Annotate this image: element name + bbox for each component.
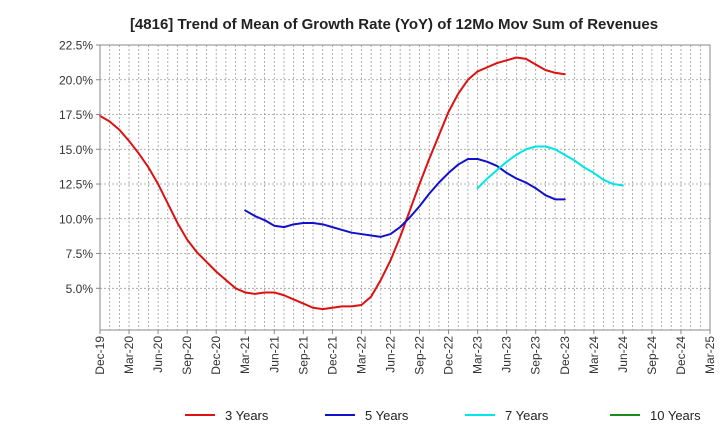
- x-tick-label: Sep-21: [296, 336, 310, 375]
- legend-item-10-years[interactable]: 10 Years: [610, 408, 701, 423]
- chart-title: [4816] Trend of Mean of Growth Rate (YoY…: [130, 16, 658, 33]
- x-tick-label: Mar-24: [587, 336, 601, 374]
- x-tick-label: Dec-23: [558, 336, 572, 375]
- x-tick-label: Mar-20: [122, 336, 136, 374]
- y-tick-label: 12.5%: [59, 178, 93, 192]
- x-tick-label: Jun-21: [267, 336, 281, 373]
- series-line-5-years: [244, 158, 566, 238]
- x-axis: Dec-19 Mar-20 Jun-20 Sep-20 Dec-20 Mar-21 Jun-…: [93, 330, 717, 375]
- x-tick-label: Jun-20: [151, 336, 165, 373]
- legend-label: 5 Years: [365, 408, 409, 423]
- series-line-3-years: [99, 56, 566, 311]
- series-line-7-years: [476, 145, 624, 190]
- y-tick-label: 17.5%: [59, 108, 93, 122]
- x-tick-label: Sep-24: [645, 336, 659, 375]
- legend[interactable]: 3 Years 5 Years 7 Years 10 Years: [185, 408, 701, 423]
- y-tick-label: 7.5%: [66, 247, 94, 261]
- x-tick-label: Jun-23: [500, 336, 514, 373]
- y-tick-label: 22.5%: [59, 39, 93, 53]
- legend-label: 7 Years: [505, 408, 549, 423]
- legend-label: 3 Years: [225, 408, 269, 423]
- x-tick-label: Mar-25: [703, 336, 717, 374]
- x-tick-label: Dec-22: [442, 336, 456, 375]
- series-lines: [99, 56, 624, 311]
- y-axis: 5.0% 7.5% 10.0% 12.5% 15.0% 17.5% 20.0% 22.5%: [59, 39, 100, 296]
- grid: [100, 44, 710, 330]
- x-tick-label: Mar-23: [471, 336, 485, 374]
- plot-frame: [99, 44, 711, 331]
- legend-item-3-years[interactable]: 3 Years: [185, 408, 269, 423]
- y-tick-label: 20.0%: [59, 73, 93, 87]
- x-tick-label: Sep-23: [529, 336, 543, 375]
- x-tick-label: Jun-24: [616, 336, 630, 373]
- y-tick-label: 15.0%: [59, 143, 93, 157]
- y-tick-label: 5.0%: [66, 282, 94, 296]
- legend-label: 10 Years: [650, 408, 701, 423]
- x-tick-label: Dec-21: [325, 336, 339, 375]
- x-tick-label: Dec-20: [209, 336, 223, 375]
- x-tick-label: Sep-20: [180, 336, 194, 375]
- x-tick-label: Jun-22: [383, 336, 397, 373]
- legend-item-5-years[interactable]: 5 Years: [325, 408, 409, 423]
- legend-item-7-years[interactable]: 7 Years: [465, 408, 549, 423]
- x-tick-label: Mar-21: [238, 336, 252, 374]
- x-tick-label: Dec-19: [93, 336, 107, 375]
- x-tick-label: Sep-22: [413, 336, 427, 375]
- x-tick-label: Mar-22: [354, 336, 368, 374]
- x-tick-label: Dec-24: [674, 336, 688, 375]
- y-tick-label: 10.0%: [59, 212, 93, 226]
